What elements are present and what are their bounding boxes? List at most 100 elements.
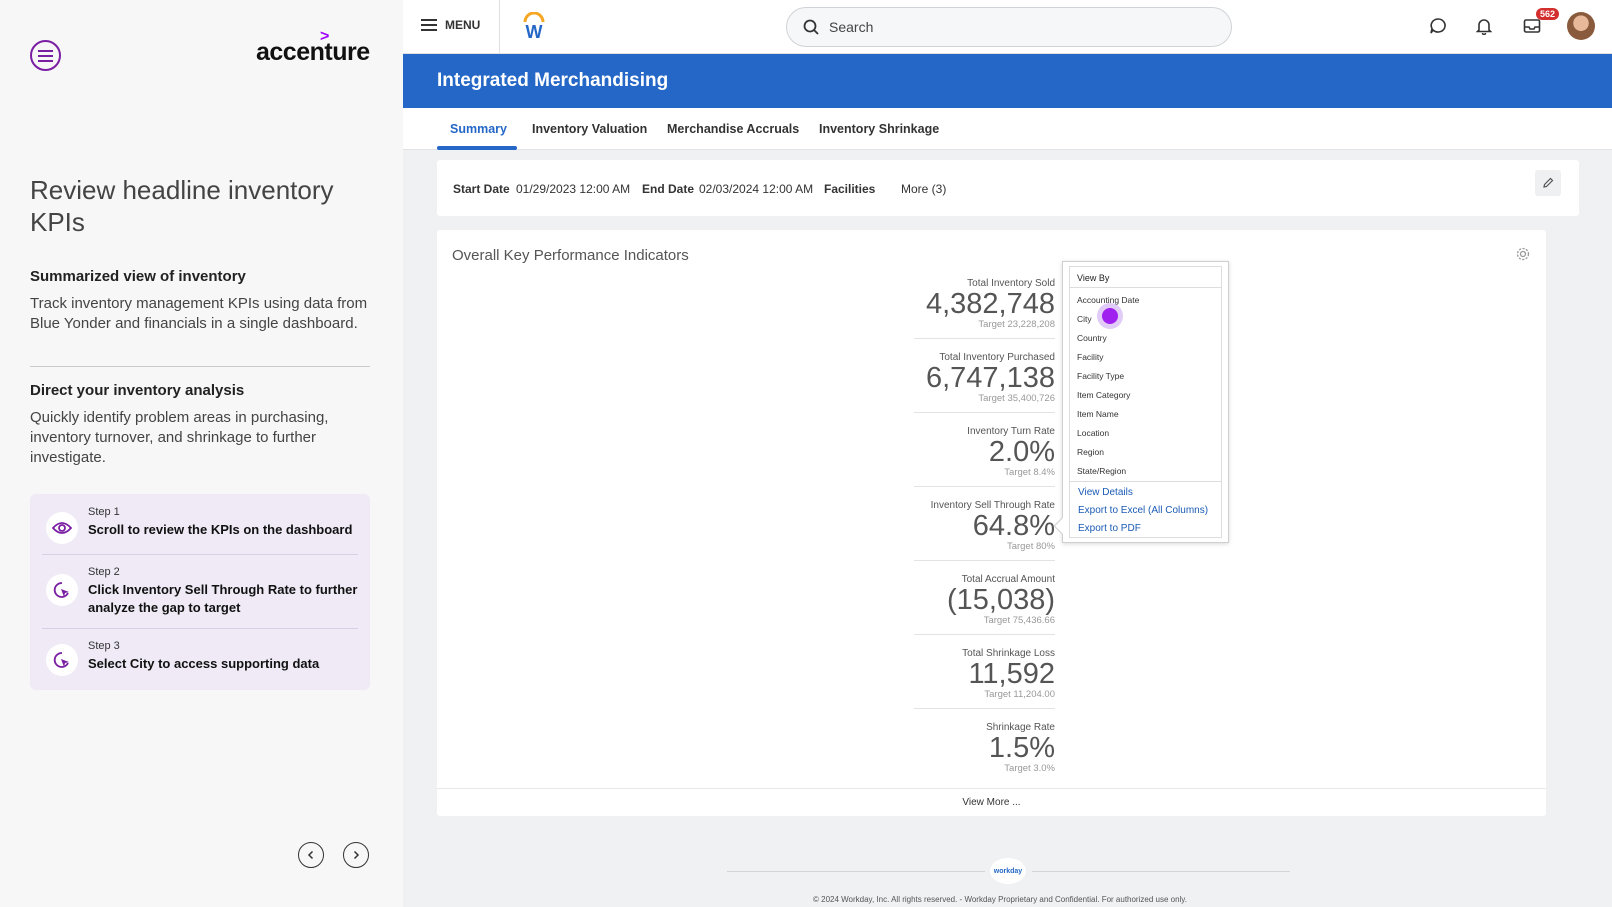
kpi-card: Overall Key Performance Indicators Total… [437,230,1546,816]
filter-bar: Start Date 01/29/2023 12:00 AM End Date … [437,160,1579,216]
kpi-target: Target 8.4% [1004,467,1055,478]
prev-button[interactable] [298,842,324,868]
view-by-city[interactable]: City [1077,314,1092,324]
step-3-number: Step 3 [88,640,120,652]
click-indicator [1097,303,1123,329]
click-icon [46,574,78,606]
divider [1070,287,1221,288]
accenture-logo: accenture > [256,28,370,66]
gear-icon[interactable] [1515,246,1531,262]
kpi-target: Target 35,400,726 [978,393,1055,404]
tab-inventory-shrinkage[interactable]: Inventory Shrinkage [819,122,940,136]
view-by-region[interactable]: Region [1077,447,1104,457]
workday-footer-logo: workday [990,858,1026,884]
menu-icon[interactable] [30,40,61,71]
click-icon [46,644,78,676]
search-icon [803,19,819,35]
step-separator [42,628,358,629]
search-bar[interactable] [786,7,1232,47]
tab-summary[interactable]: Summary [450,122,507,136]
edit-filters-button[interactable] [1535,170,1561,196]
step-separator [42,554,358,555]
divider [30,366,370,367]
kpi-inventory-sell-through-rate[interactable]: Inventory Sell Through Rate 64.8% Target… [914,500,1055,552]
view-details-link[interactable]: View Details [1078,487,1133,498]
kpi-inventory-turn-rate[interactable]: Inventory Turn Rate 2.0% Target 8.4% [914,426,1055,478]
inbox-icon[interactable] [1523,17,1541,35]
kpi-value: 6,747,138 [925,362,1055,394]
tab-bar: Summary Inventory Valuation Merchandise … [403,108,1612,150]
export-excel-link[interactable]: Export to Excel (All Columns) [1078,505,1209,516]
pencil-icon [1543,177,1554,188]
section2-text: Quickly identify problem areas in purcha… [30,409,329,466]
section2-title: Direct your inventory analysis [30,382,245,399]
kpi-total-inventory-purchased[interactable]: Total Inventory Purchased 6,747,138 Targ… [914,352,1055,404]
view-by-state-region[interactable]: State/Region [1077,466,1127,476]
view-by-facility-type[interactable]: Facility Type [1077,371,1125,381]
more-filters-link[interactable]: More (3) [901,182,947,196]
view-by-location[interactable]: Location [1077,428,1110,438]
page-header: Integrated Merchandising [403,54,1612,108]
popup-header: View By [1077,273,1110,283]
divider [499,0,500,54]
kpi-shrinkage-rate[interactable]: Shrinkage Rate 1.5% Target 3.0% [914,722,1055,774]
tab-inventory-valuation[interactable]: Inventory Valuation [532,122,648,136]
guide-heading: Review headline inventory KPIs [30,175,334,237]
steps-panel: Step 1 Scroll to review the KPIs on the … [30,494,370,690]
kpi-value: 4,382,748 [925,288,1055,320]
export-pdf-link[interactable]: Export to PDF [1078,523,1141,534]
view-by-item-category[interactable]: Item Category [1077,390,1131,400]
inbox-badge: 562 [1536,8,1560,20]
step-1-number: Step 1 [88,506,120,518]
next-button[interactable] [343,842,369,868]
end-date-value: 02/03/2024 12:00 AM [699,182,814,196]
footer-divider [1032,871,1290,872]
view-by-facility[interactable]: Facility [1077,352,1104,362]
divider [1070,481,1221,482]
step-1[interactable]: Step 1 Scroll to review the KPIs on the … [42,506,358,552]
kpi-total-shrinkage-loss[interactable]: Total Shrinkage Loss 11,592 Target 11,20… [914,648,1055,700]
bell-icon[interactable] [1476,17,1492,35]
view-by-country[interactable]: Country [1077,333,1107,343]
kpi-total-inventory-sold[interactable]: Total Inventory Sold 4,382,748 Target 23… [914,278,1055,330]
kpi-label: Total Accrual Amount [961,574,1055,585]
popup-menu: View By Accounting Date City Country Fac… [1069,266,1222,538]
kpi-value: 1.5% [988,732,1055,764]
facilities-label: Facilities [824,182,876,196]
avatar[interactable] [1567,12,1595,40]
step-3-text: Select City to access supporting data [88,656,320,671]
svg-text:W: W [526,22,543,40]
workday-logo[interactable]: W [521,11,547,45]
chevron-right-icon [353,850,360,860]
view-more-link[interactable]: View More ... [437,788,1546,816]
step-2[interactable]: Step 2 Click Inventory Sell Through Rate… [42,566,358,622]
step-2-text: Click Inventory Sell Through Rate to fur… [88,582,358,615]
kpi-target: Target 80% [1006,541,1055,552]
kpi-label: Shrinkage Rate [986,722,1055,733]
chevron-left-icon [307,850,314,860]
start-date-label: Start Date [453,182,510,196]
kpi-target: Target 23,228,208 [978,319,1055,330]
kpi-separator [914,412,1055,413]
kpi-separator [914,708,1055,709]
kpi-value: 64.8% [972,510,1055,542]
step-3[interactable]: Step 3 Select City to access supporting … [42,640,358,680]
main-menu-button[interactable]: MENU [421,18,480,32]
kpi-target: Target 11,204.00 [984,689,1055,700]
kpi-label: Inventory Sell Through Rate [930,500,1055,511]
kpi-label: Total Shrinkage Loss [962,648,1055,659]
kpi-value: (15,038) [946,584,1055,616]
kpi-separator [914,634,1055,635]
step-2-number: Step 2 [88,566,120,578]
view-by-popup: View By Accounting Date City Country Fac… [1053,261,1229,543]
view-by-item-name[interactable]: Item Name [1077,409,1119,419]
kpi-value: 11,592 [968,658,1055,690]
view-by-accounting-date[interactable]: Accounting Date [1077,295,1140,305]
kpi-total-accrual-amount[interactable]: Total Accrual Amount (15,038) Target 75,… [914,574,1055,626]
tab-merchandise-accruals[interactable]: Merchandise Accruals [667,122,800,136]
chat-icon[interactable] [1429,17,1447,35]
search-input[interactable] [829,19,1209,35]
eye-icon [46,512,78,544]
kpi-target: Target 3.0% [1004,763,1055,774]
section1-text: Track inventory management KPIs using da… [30,295,368,332]
